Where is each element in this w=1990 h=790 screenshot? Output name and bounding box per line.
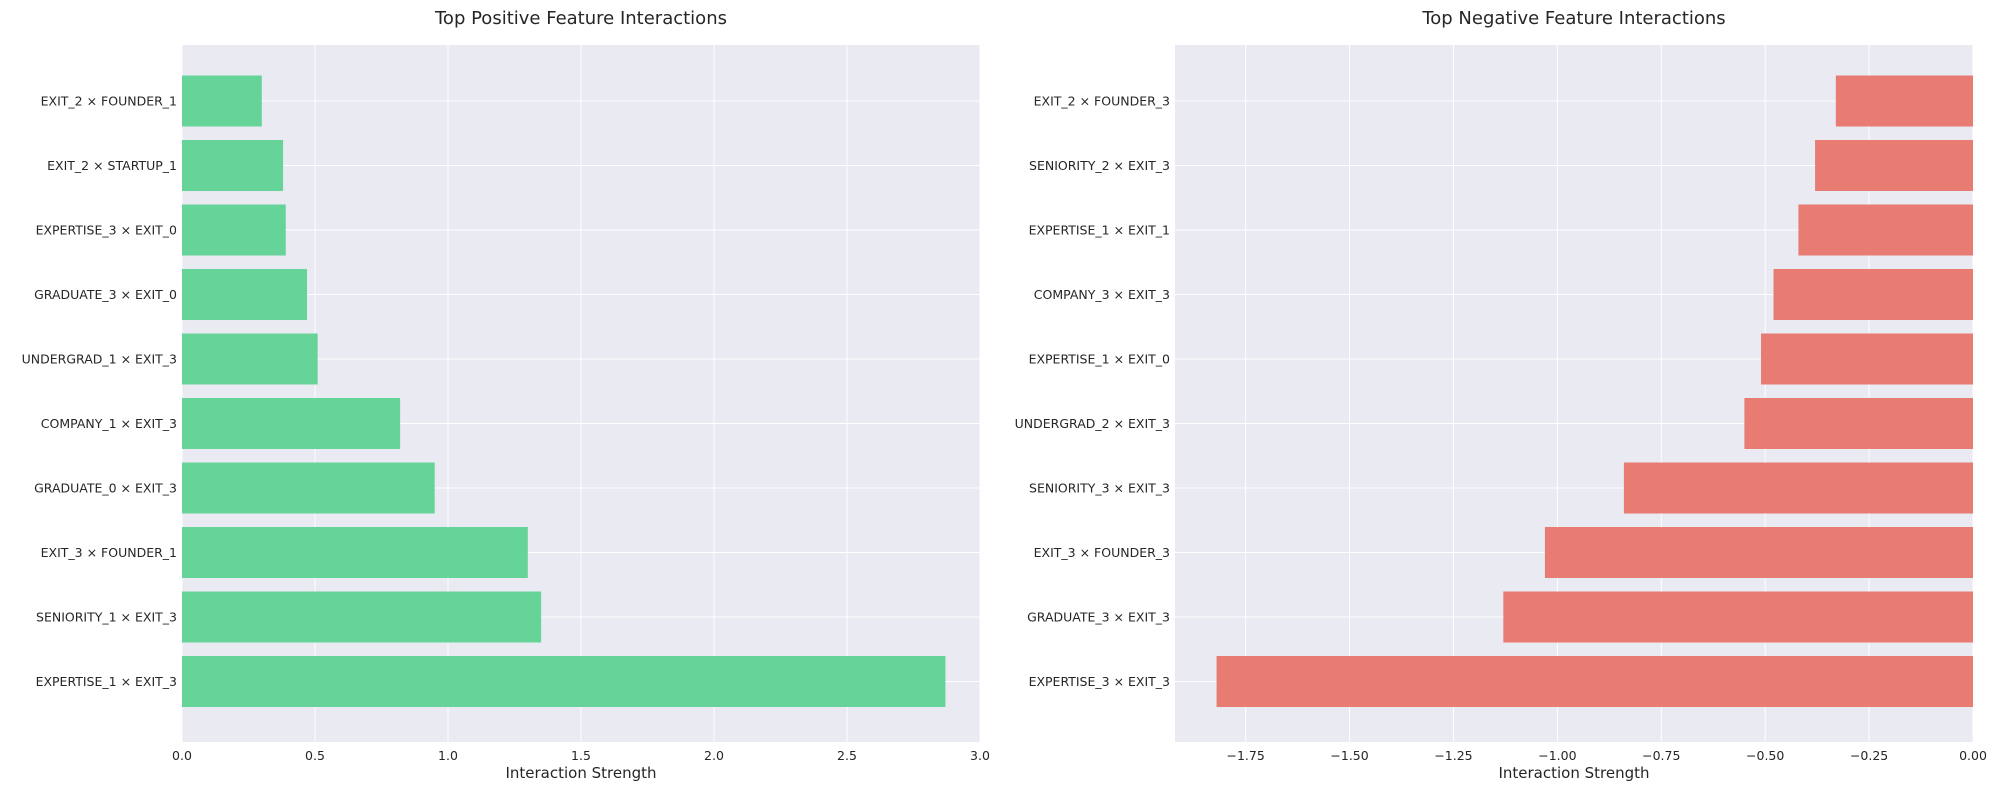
bar	[1216, 656, 1973, 707]
x-tick-label: −1.25	[1434, 748, 1472, 763]
x-tick-label: 2.5	[837, 748, 857, 763]
bar	[1761, 333, 1973, 385]
bar	[1835, 75, 1973, 127]
category-label: EXIT_3 × FOUNDER_1	[41, 545, 177, 560]
category-label: EXPERTISE_3 × EXIT_3	[1029, 674, 1170, 689]
x-tick-label: −1.75	[1227, 748, 1265, 763]
bar	[182, 591, 542, 643]
chart-title: Top Negative Feature Interactions	[1421, 8, 1725, 29]
x-tick-label: −0.50	[1746, 748, 1784, 763]
category-label: SENIORITY_2 × EXIT_3	[1029, 158, 1170, 173]
bar	[1623, 462, 1973, 514]
x-tick-label: 0.0	[172, 748, 192, 763]
category-label: EXPERTISE_1 × EXIT_3	[36, 674, 177, 689]
x-tick-label: 3.0	[970, 748, 990, 763]
bar	[1544, 527, 1973, 578]
x-tick-label: −1.00	[1538, 748, 1576, 763]
bar	[182, 204, 286, 256]
category-label: COMPANY_3 × EXIT_3	[1034, 287, 1170, 302]
bar	[182, 140, 284, 191]
positive-interactions-panel: EXIT_2 × FOUNDER_1 EXIT_2 × STARTUP_1 EXPE…	[22, 8, 990, 782]
bar	[1815, 140, 1973, 191]
chart-title: Top Positive Feature Interactions	[434, 8, 727, 29]
category-label: EXPERTISE_1 × EXIT_1	[1029, 223, 1170, 238]
category-label: COMPANY_1 × EXIT_3	[41, 416, 177, 431]
category-label: EXIT_2 × FOUNDER_1	[41, 94, 177, 109]
category-label: SENIORITY_1 × EXIT_3	[36, 610, 177, 625]
bar	[1798, 204, 1973, 256]
bar	[1773, 269, 1973, 320]
category-label: EXIT_3 × FOUNDER_3	[1034, 545, 1170, 560]
category-label: UNDERGRAD_1 × EXIT_3	[22, 352, 177, 367]
category-label: EXPERTISE_3 × EXIT_0	[36, 223, 177, 238]
bar	[182, 527, 528, 578]
negative-interactions-panel: EXIT_2 × FOUNDER_3 SENIORITY_2 × EXIT_3 EX…	[1015, 8, 1987, 782]
bar	[182, 398, 401, 449]
x-axis-label: Interaction Strength	[1498, 764, 1649, 782]
category-label: EXPERTISE_1 × EXIT_0	[1029, 352, 1170, 367]
bar	[182, 333, 318, 385]
x-tick-label: 2.0	[704, 748, 724, 763]
bar	[182, 269, 308, 320]
x-axis-label: Interaction Strength	[505, 764, 656, 782]
bar	[182, 656, 946, 707]
x-tick-label: 0.00	[1959, 748, 1987, 763]
category-label: UNDERGRAD_2 × EXIT_3	[1015, 416, 1170, 431]
bar	[1744, 398, 1973, 449]
x-tick-label: −0.25	[1850, 748, 1888, 763]
category-label: GRADUATE_3 × EXIT_3	[1027, 610, 1170, 625]
category-label: EXIT_2 × STARTUP_1	[47, 158, 177, 173]
bar	[1503, 591, 1973, 643]
x-tick-label: 1.5	[571, 748, 591, 763]
category-label: SENIORITY_3 × EXIT_3	[1029, 481, 1170, 496]
x-tick-label: 0.5	[305, 748, 325, 763]
x-tick-label: 1.0	[438, 748, 458, 763]
bar	[182, 462, 435, 514]
category-label: EXIT_2 × FOUNDER_3	[1034, 94, 1170, 109]
category-label: GRADUATE_0 × EXIT_3	[34, 481, 177, 496]
category-label: GRADUATE_3 × EXIT_0	[34, 287, 177, 302]
bar	[182, 75, 262, 127]
x-tick-label: −1.50	[1330, 748, 1368, 763]
x-tick-label: −0.75	[1642, 748, 1680, 763]
